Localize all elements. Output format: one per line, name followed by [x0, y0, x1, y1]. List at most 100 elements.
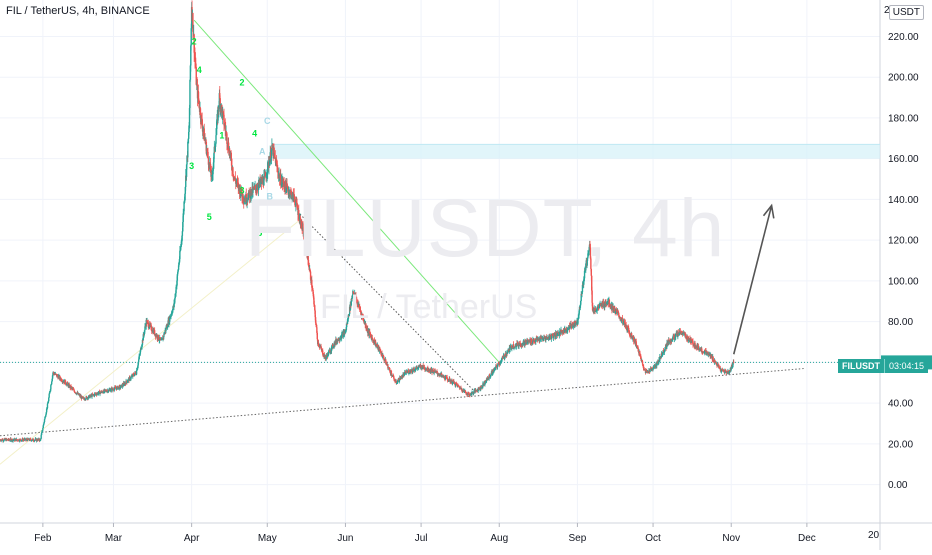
candle-body: [254, 185, 257, 189]
candle-body: [112, 389, 115, 391]
candle-body: [451, 383, 454, 385]
candle-body: [387, 364, 389, 369]
candle-body: [498, 363, 500, 365]
candle-body: [586, 260, 588, 266]
candle-body: [468, 394, 471, 395]
candle-body: [317, 339, 319, 345]
candle-body: [569, 326, 571, 330]
candle-body: [187, 138, 189, 142]
candle-body: [482, 383, 484, 388]
wave-label: B: [267, 191, 274, 201]
candle-body: [448, 378, 451, 380]
candle-body: [285, 181, 287, 187]
wave-label: 3: [189, 161, 194, 171]
candle-body: [427, 367, 429, 371]
candle-body: [217, 107, 219, 121]
candle-body: [240, 194, 242, 197]
candle-body: [160, 339, 163, 341]
candle-body: [262, 178, 264, 185]
candle-body: [580, 293, 583, 295]
candle-body: [85, 396, 87, 400]
candle-body: [364, 321, 366, 325]
candle-body: [627, 327, 629, 329]
candle-body: [183, 201, 185, 212]
candle-body: [345, 327, 347, 331]
candle-body: [508, 347, 511, 352]
candle-body: [298, 217, 301, 221]
candle-body: [647, 371, 649, 373]
candle-body: [511, 347, 513, 349]
candle-body: [237, 182, 239, 183]
candle-body: [722, 369, 724, 371]
candle-body: [73, 389, 75, 391]
candle-body: [339, 338, 341, 341]
candle-body: [513, 347, 515, 349]
candle-body: [209, 164, 212, 173]
candle-body: [169, 315, 172, 318]
candle-body: [185, 175, 187, 188]
candle-body: [299, 217, 302, 226]
candle-body: [122, 382, 125, 386]
candle-body: [250, 195, 252, 199]
candle-body: [404, 371, 407, 374]
candle-body: [625, 324, 627, 329]
candle-body: [98, 391, 100, 394]
candle-body: [689, 338, 691, 341]
description-watermark: FIL / TetherUS: [320, 288, 538, 326]
candle-body: [141, 339, 144, 345]
candle-body: [647, 372, 650, 374]
candle-body: [586, 257, 589, 261]
candle-body: [403, 372, 406, 373]
candle-body: [181, 231, 184, 236]
candle-body: [381, 352, 383, 357]
candle-body: [383, 358, 385, 361]
candle-body: [158, 339, 160, 341]
candle-body: [176, 280, 178, 287]
candle-body: [375, 344, 378, 346]
candle-body: [166, 325, 168, 328]
candle-body: [253, 186, 255, 190]
candle-body: [32, 438, 34, 441]
candle-body: [240, 188, 243, 194]
currency-tag[interactable]: USDT: [888, 5, 924, 20]
candle-body: [3, 439, 5, 441]
candle-body: [101, 391, 104, 393]
candle-body: [344, 330, 347, 334]
candle-body: [269, 152, 272, 161]
candle-body: [105, 390, 108, 392]
symbol-title[interactable]: FIL / TetherUS, 4h, BINANCE: [6, 5, 150, 17]
candle-body: [398, 378, 400, 382]
candle-body: [371, 337, 373, 340]
candle-body: [271, 144, 274, 148]
candle-body: [694, 343, 696, 348]
candle-body: [451, 379, 453, 384]
candle-body: [598, 306, 600, 309]
candle-body: [48, 394, 50, 398]
candle-body: [229, 154, 231, 156]
candle-body: [242, 199, 245, 201]
candle-body: [331, 345, 333, 347]
candle-body: [639, 353, 641, 356]
candle-body: [212, 167, 214, 175]
time-tick-label: Sep: [569, 533, 587, 544]
candle-body: [530, 338, 533, 344]
candle-body: [439, 374, 441, 376]
candle-body: [408, 372, 411, 374]
candle-body: [456, 384, 459, 387]
candle-body: [273, 148, 275, 153]
candle-body: [306, 247, 308, 253]
candle-body: [628, 333, 631, 335]
candle-body: [200, 115, 202, 123]
candle-body: [496, 365, 498, 367]
candle-body: [21, 438, 24, 441]
candle-body: [309, 271, 312, 280]
candle-body: [346, 323, 348, 328]
candle-body: [711, 355, 713, 359]
candle-body: [179, 250, 181, 260]
candle-body: [390, 371, 392, 374]
time-tick-label: Jul: [415, 533, 428, 544]
candle-body: [136, 367, 139, 370]
candle-body: [631, 336, 634, 340]
